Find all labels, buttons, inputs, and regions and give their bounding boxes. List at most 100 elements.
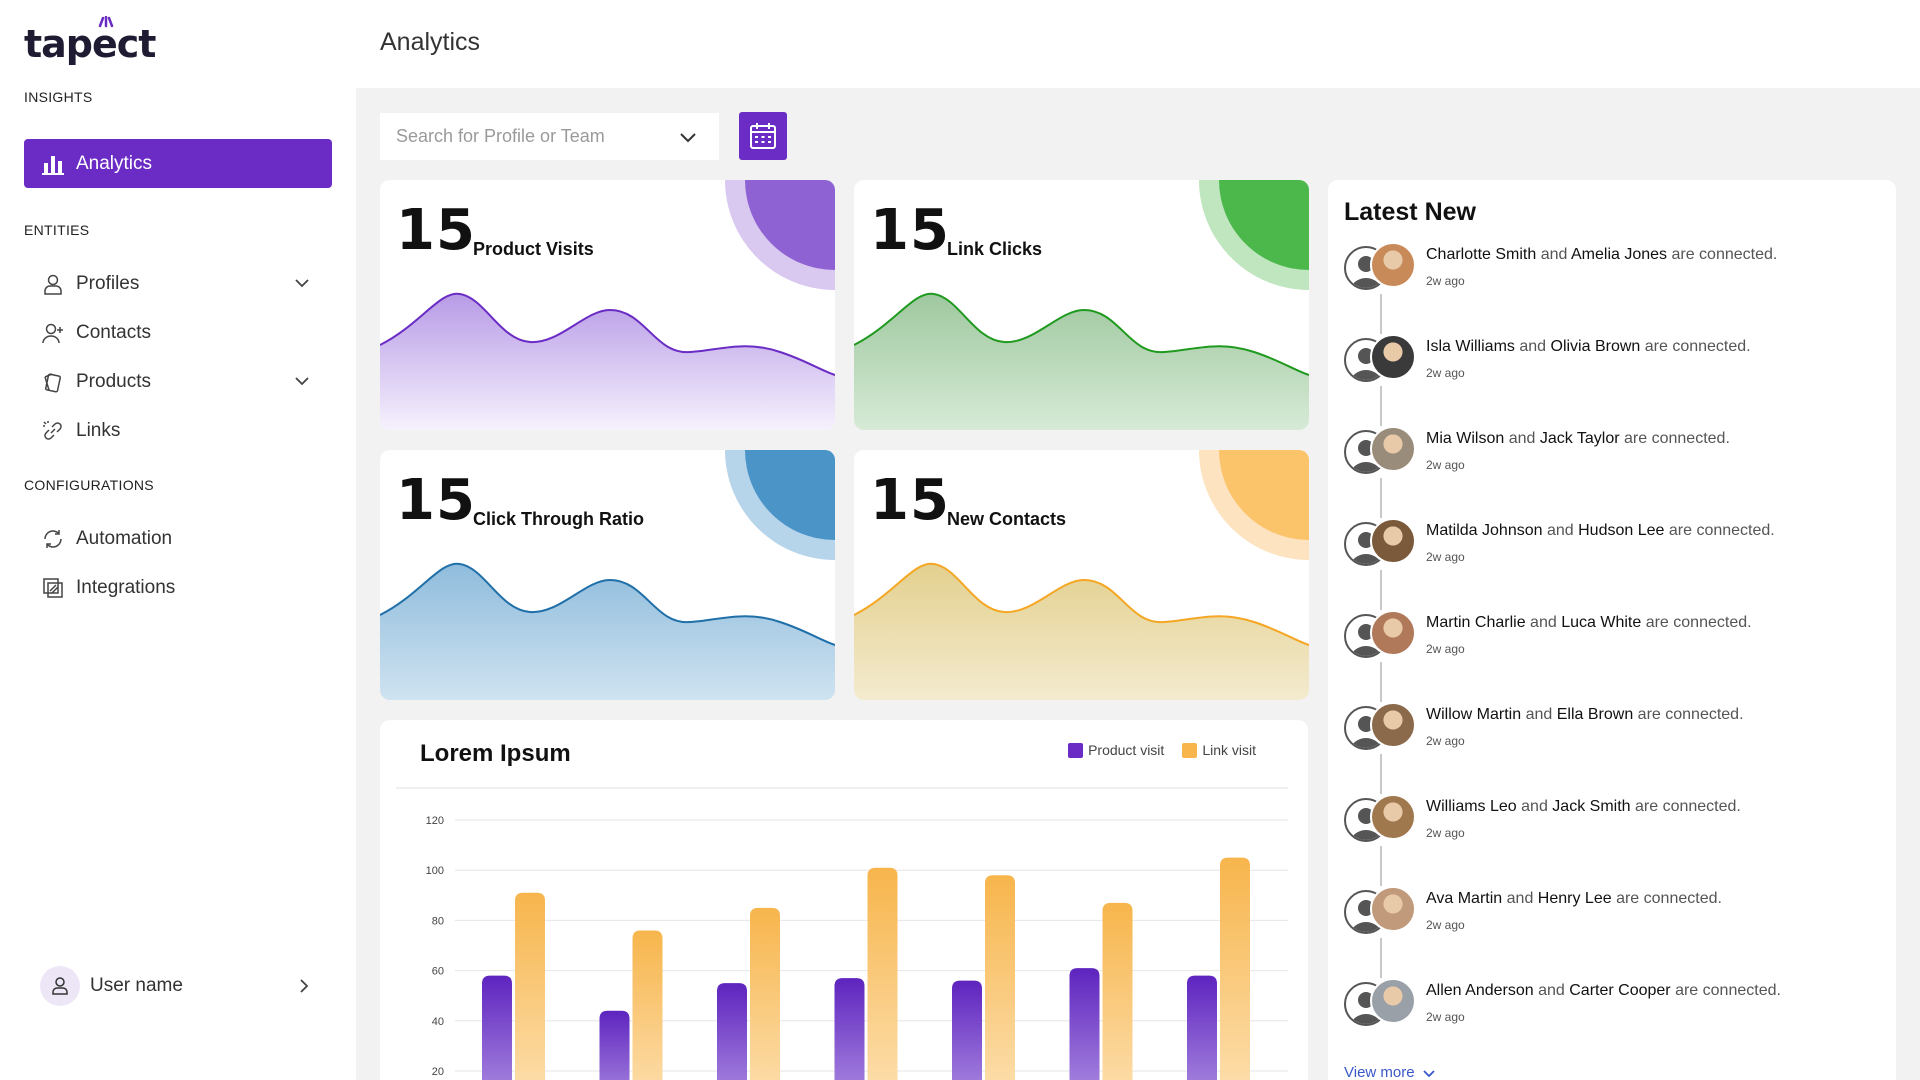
person-name-a[interactable]: Isla Williams	[1426, 338, 1515, 355]
activity-text: Ava Martin and Henry Lee are connected.	[1426, 890, 1722, 908]
chevron-down-icon[interactable]	[292, 371, 312, 391]
stat-label: New Contacts	[947, 509, 1067, 529]
connector-word: and	[1521, 798, 1548, 815]
activity-item[interactable]: Isla Williams and Olivia Brown are conne…	[1344, 334, 1884, 426]
activity-time: 2w ago	[1426, 734, 1465, 748]
person-name-a[interactable]: Williams Leo	[1426, 798, 1517, 815]
stat-value: 15	[870, 198, 950, 263]
card-decoration	[725, 450, 835, 560]
trend-sparkline	[380, 562, 835, 700]
stat-card-new-contacts[interactable]: 15 New Contacts	[854, 450, 1309, 700]
bar-link-visit[interactable]	[632, 930, 663, 1080]
person-name-a[interactable]: Willow Martin	[1426, 706, 1522, 723]
activity-item[interactable]: Williams Leo and Jack Smith are connecte…	[1344, 794, 1884, 886]
integrations-icon	[40, 575, 66, 601]
connector-word: and	[1546, 522, 1574, 539]
person-name-b[interactable]: Amelia Jones	[1570, 246, 1668, 263]
add-user-icon	[40, 320, 66, 346]
bar-link-visit[interactable]	[867, 867, 898, 1080]
connection-suffix: are connected.	[1668, 522, 1775, 539]
connection-suffix: are connected.	[1671, 246, 1778, 263]
avatar-group	[1344, 242, 1419, 292]
chevron-right-icon[interactable]	[294, 976, 314, 996]
person-name-b[interactable]: Olivia Brown	[1550, 338, 1641, 355]
connector-word: and	[1530, 614, 1557, 631]
legend-swatch-product-visit	[1068, 742, 1084, 758]
person-name-a[interactable]: Charlotte Smith	[1426, 246, 1537, 263]
connector-word: and	[1538, 982, 1565, 999]
avatar-group	[1344, 334, 1419, 384]
activity-item[interactable]: Martin Charlie and Luca White are connec…	[1344, 610, 1884, 702]
person-name-b[interactable]: Luca White	[1561, 614, 1642, 631]
bar-chart-icon	[40, 151, 66, 177]
y-tick-label: 20	[432, 1066, 444, 1078]
bar-product-visit[interactable]	[1187, 975, 1217, 1080]
bar-product-visit[interactable]	[717, 983, 747, 1080]
trend-sparkline	[854, 562, 1309, 700]
chevron-down-icon[interactable]	[677, 126, 699, 148]
activity-item[interactable]: Willow Martin and Ella Brown are connect…	[1344, 702, 1884, 794]
view-more-link[interactable]: View more	[1344, 1064, 1437, 1080]
sidebar-item-profiles[interactable]: Profiles	[24, 259, 332, 308]
sidebar-item-integrations[interactable]: Integrations	[24, 563, 332, 612]
bar-link-visit[interactable]	[1220, 857, 1250, 1080]
timeline-connector	[1380, 662, 1382, 702]
sidebar: tapect INSIGHTS Analytics ENTITIES Profi…	[0, 0, 356, 1080]
connector-word: and	[1508, 430, 1536, 447]
sidebar-item-products[interactable]: Products	[24, 357, 332, 406]
activity-item[interactable]: Allen Anderson and Carter Cooper are con…	[1344, 978, 1884, 1038]
search-input[interactable]: Search for Profile or Team	[380, 113, 719, 160]
person-name-a[interactable]: Ava Martin	[1426, 890, 1503, 907]
bar-chart: 20 40 60 80 100 120	[396, 787, 1288, 1080]
chevron-down-icon	[1422, 1069, 1435, 1077]
activity-item[interactable]: Matilda Johnson and Hudson Lee are conne…	[1344, 518, 1884, 610]
avatar	[1370, 610, 1416, 656]
bar-link-visit[interactable]	[515, 892, 545, 1080]
person-name-a[interactable]: Martin Charlie	[1426, 614, 1526, 631]
chart-legend: Product visit Link visit	[1050, 742, 1256, 758]
sidebar-item-contacts[interactable]: Contacts	[24, 308, 332, 357]
activity-item[interactable]: Mia Wilson and Jack Taylor are connected…	[1344, 426, 1884, 518]
activity-item[interactable]: Charlotte Smith and Amelia Jones are con…	[1344, 242, 1884, 334]
timeline-connector	[1380, 570, 1382, 610]
sidebar-item-links[interactable]: Links	[24, 406, 332, 455]
y-tick-label: 120	[426, 815, 444, 827]
person-name-a[interactable]: Mia Wilson	[1426, 430, 1505, 447]
person-name-b[interactable]: Jack Taylor	[1539, 430, 1620, 447]
person-name-a[interactable]: Allen Anderson	[1426, 982, 1534, 999]
y-tick-label: 80	[432, 915, 444, 927]
sidebar-item-automation[interactable]: Automation	[24, 514, 332, 563]
activity-text: Mia Wilson and Jack Taylor are connected…	[1426, 430, 1730, 448]
person-name-b[interactable]: Hudson Lee	[1578, 522, 1665, 539]
cards-icon	[40, 369, 66, 395]
timeline-connector	[1380, 938, 1382, 978]
activity-item[interactable]: Ava Martin and Henry Lee are connected. 2…	[1344, 886, 1884, 978]
person-name-b[interactable]: Jack Smith	[1552, 798, 1631, 815]
stat-card-link-clicks[interactable]: 15 Link Clicks	[854, 180, 1309, 430]
avatar	[1370, 702, 1416, 748]
bar-link-visit[interactable]	[750, 907, 780, 1080]
stat-card-product-visits[interactable]: 15 Product Visits	[380, 180, 835, 430]
y-tick-label: 40	[432, 1016, 444, 1028]
bar-link-visit[interactable]	[985, 875, 1015, 1080]
bar-product-visit[interactable]	[482, 975, 512, 1080]
bar-product-visit[interactable]	[952, 980, 982, 1080]
connection-suffix: are connected.	[1644, 338, 1751, 355]
chevron-down-icon[interactable]	[292, 273, 312, 293]
bar-product-visit[interactable]	[1069, 968, 1100, 1080]
person-name-b[interactable]: Ella Brown	[1556, 706, 1634, 723]
stat-card-click-through-ratio[interactable]: 15 Click Through Ratio	[380, 450, 835, 700]
person-name-b[interactable]: Henry Lee	[1537, 890, 1612, 907]
app-logo[interactable]: tapect	[24, 16, 156, 66]
bar-product-visit[interactable]	[599, 1010, 630, 1080]
y-tick-label: 100	[426, 865, 444, 877]
bar-product-visit[interactable]	[834, 978, 865, 1080]
bar-link-visit[interactable]	[1102, 902, 1133, 1080]
sidebar-item-analytics[interactable]: Analytics	[24, 139, 332, 188]
person-name-a[interactable]: Matilda Johnson	[1426, 522, 1543, 539]
legend-swatch-link-visit	[1182, 742, 1198, 758]
user-menu[interactable]: User name	[40, 966, 320, 1006]
person-name-b[interactable]: Carter Cooper	[1569, 982, 1671, 999]
calendar-button[interactable]	[739, 112, 787, 160]
sidebar-item-label: Links	[76, 419, 121, 441]
